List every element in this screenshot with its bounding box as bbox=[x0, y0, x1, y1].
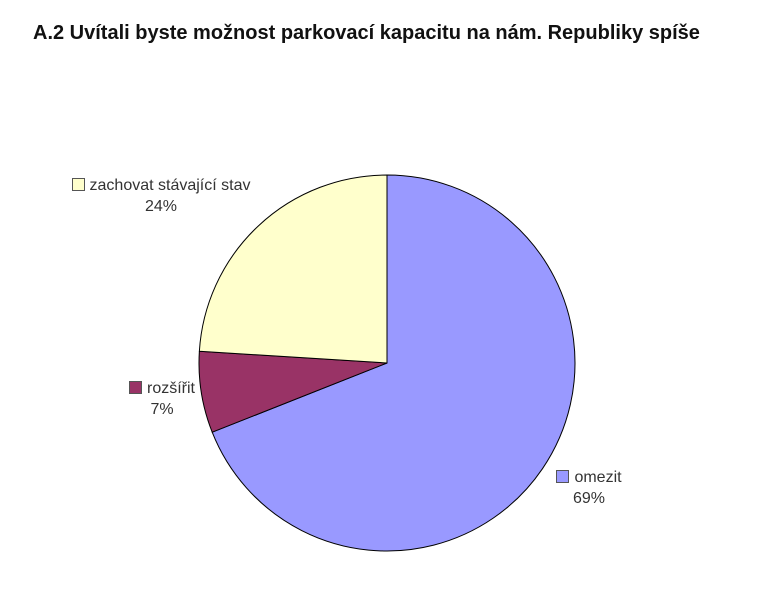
pie-slice-omezit bbox=[211, 174, 576, 552]
legend-swatch-omezit-icon bbox=[556, 470, 570, 483]
pie-label-rozsirit-pct: 7% bbox=[150, 401, 174, 418]
pie-label-omezit: omezit 69% bbox=[534, 467, 644, 509]
legend-swatch-zachovat-icon bbox=[71, 178, 85, 191]
legend-swatch-rozsirit-icon bbox=[129, 381, 142, 394]
pie-label-rozsirit: rozšířit 7% bbox=[102, 378, 222, 420]
pie-chart bbox=[198, 174, 576, 552]
pie-label-omezit-text: omezit bbox=[574, 469, 622, 486]
pie-label-rozsirit-text: rozšířit bbox=[147, 380, 195, 397]
pie-label-zachovat: zachovat stávající stav 24% bbox=[51, 175, 271, 217]
chart-title: A.2 Uvítali byste možnost parkovací kapa… bbox=[33, 22, 700, 44]
pie-label-omezit-pct: 69% bbox=[572, 490, 606, 507]
pie-label-zachovat-text: zachovat stávající stav bbox=[89, 177, 251, 194]
pie-slice-zachovat-stávající-stav bbox=[198, 174, 388, 364]
pie-label-zachovat-pct: 24% bbox=[144, 198, 178, 215]
